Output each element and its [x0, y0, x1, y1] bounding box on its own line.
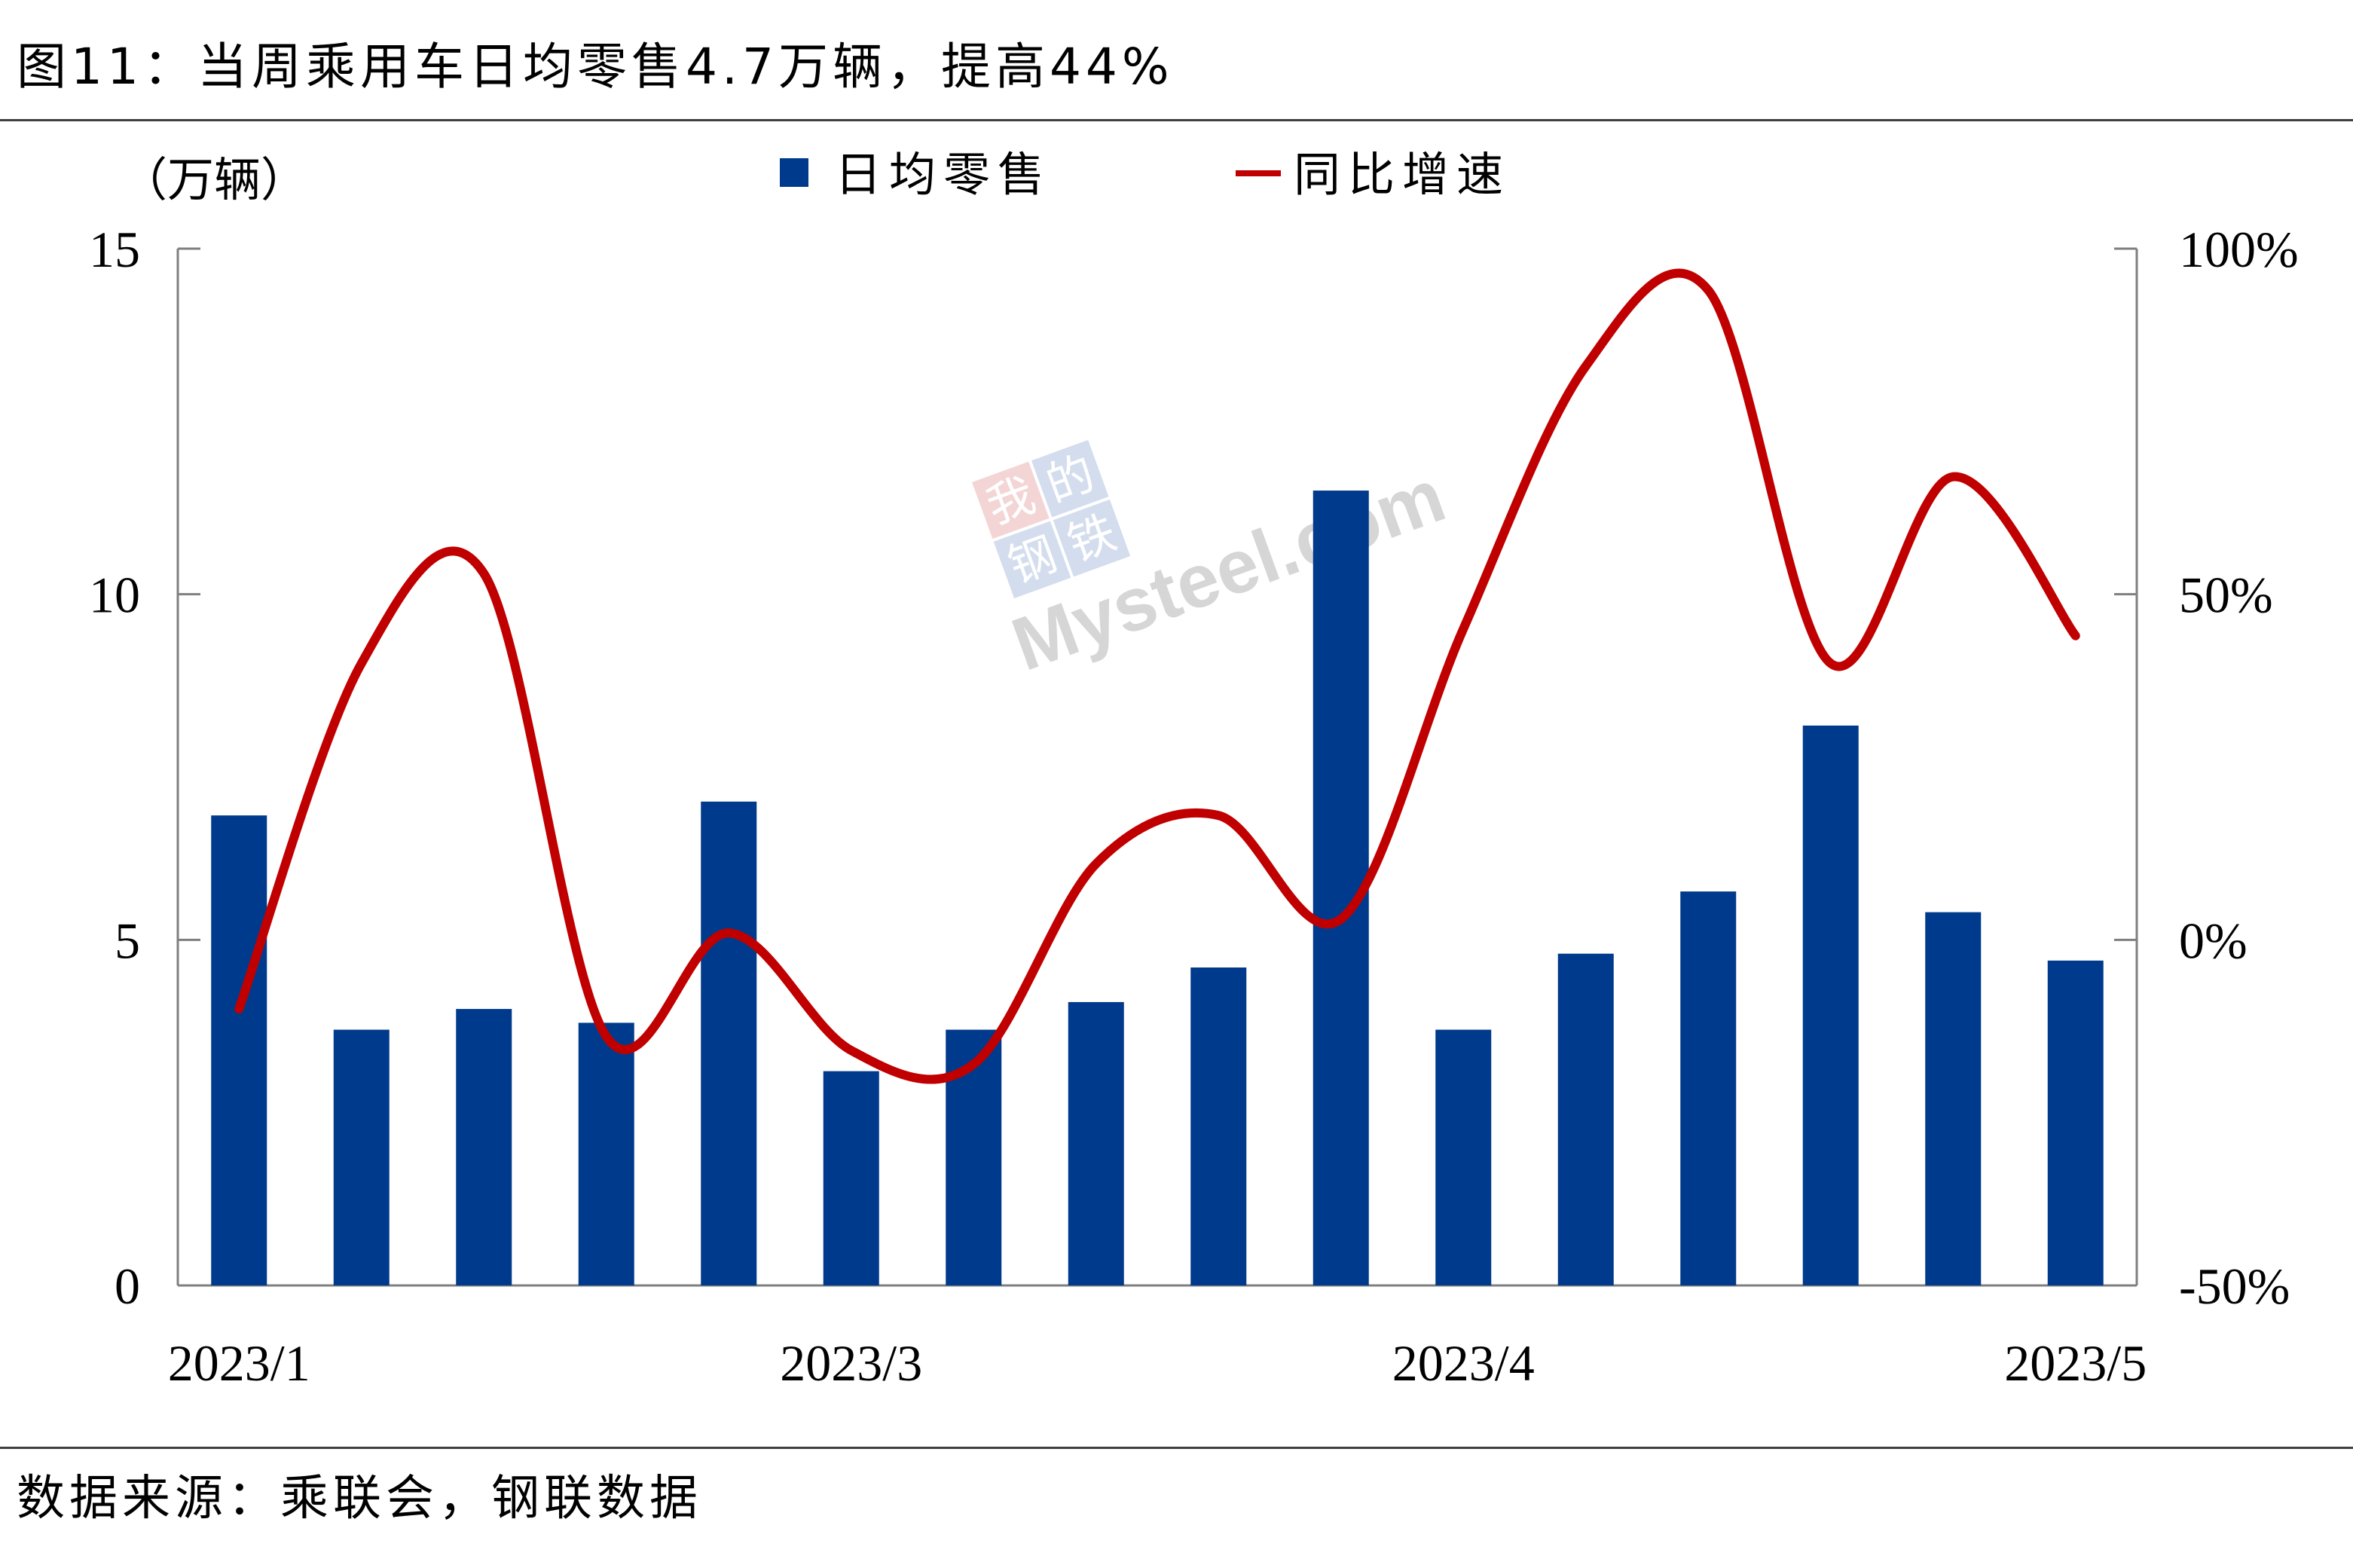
bar: [211, 815, 267, 1285]
bar: [1435, 1029, 1492, 1285]
line-point: [1462, 628, 1464, 630]
line-point: [973, 1063, 974, 1065]
watermark-logo-tile-3: [993, 521, 1071, 599]
bar: [456, 1009, 512, 1285]
yoy-growth-line: [234, 268, 2080, 1084]
bar: [701, 801, 757, 1285]
right-tick-label: 0%: [2179, 912, 2248, 969]
line-point: [1830, 662, 1832, 664]
figure-title: 图11：当周乘用车日均零售4.7万辆，提高44%: [17, 38, 1174, 96]
right-tick-label: 50%: [2179, 567, 2273, 624]
bar: [1557, 953, 1614, 1285]
line-point: [606, 1036, 607, 1038]
line-point: [1340, 918, 1342, 920]
line-point: [1585, 365, 1587, 367]
left-tick-label: 5: [115, 912, 140, 969]
legend-swatch-bar: [780, 158, 808, 187]
top-rule: [0, 119, 2353, 121]
legend: 日均零售 同比增速: [780, 147, 1511, 202]
line-point: [361, 662, 362, 664]
source-note: 数据来源：乘联会，钢联数据: [17, 1471, 702, 1527]
line-point: [2075, 635, 2076, 637]
bar: [333, 1029, 390, 1285]
watermark-logo-tile-2: [1031, 439, 1109, 518]
line-point: [1707, 289, 1709, 291]
x-tick-label: 2023/5: [2004, 1334, 2147, 1392]
line-point: [238, 1008, 240, 1010]
bar: [1068, 1001, 1124, 1285]
bottom-rule: [0, 1447, 2353, 1449]
bar: [1190, 967, 1247, 1285]
bar: [823, 1071, 879, 1285]
chart: 我 的 钢 铁 Mysteel.com （万辆） 日均零售 同比增速 0 5 10 1…: [89, 147, 2299, 1392]
legend-swatch-line: [1236, 170, 1281, 176]
bar: [578, 1022, 634, 1285]
right-tick-label: -50%: [2179, 1258, 2290, 1315]
x-tick-label: 2023/3: [780, 1334, 922, 1392]
bar: [1925, 912, 1982, 1285]
legend-label-bar: 日均零售: [835, 147, 1052, 202]
tick-labels: 0 5 10 15 -50% 0% 50% 100% 2023/1 2023/3 2023/4 202…: [89, 221, 2299, 1392]
bar-series: [211, 491, 2104, 1285]
legend-label-line: 同比增速: [1294, 147, 1511, 202]
bar: [2047, 960, 2104, 1285]
right-tick-label: 100%: [2179, 221, 2299, 278]
line-point: [1952, 476, 1954, 478]
line-series: [234, 268, 2080, 1084]
left-axis-unit: （万辆）: [121, 152, 307, 207]
x-tick-label: 2023/4: [1392, 1334, 1535, 1392]
x-tick-label: 2023/1: [168, 1334, 310, 1392]
watermark-logo-tile-1: [972, 461, 1050, 539]
watermark: 我 的 钢 铁 Mysteel.com: [972, 439, 1456, 687]
bar: [1680, 891, 1737, 1285]
left-tick-label: 0: [115, 1258, 140, 1315]
watermark-logo-tile-4: [1053, 499, 1131, 577]
left-tick-label: 10: [89, 567, 140, 624]
bar: [1802, 725, 1859, 1285]
left-tick-label: 15: [89, 221, 140, 278]
line-point: [1218, 815, 1219, 816]
